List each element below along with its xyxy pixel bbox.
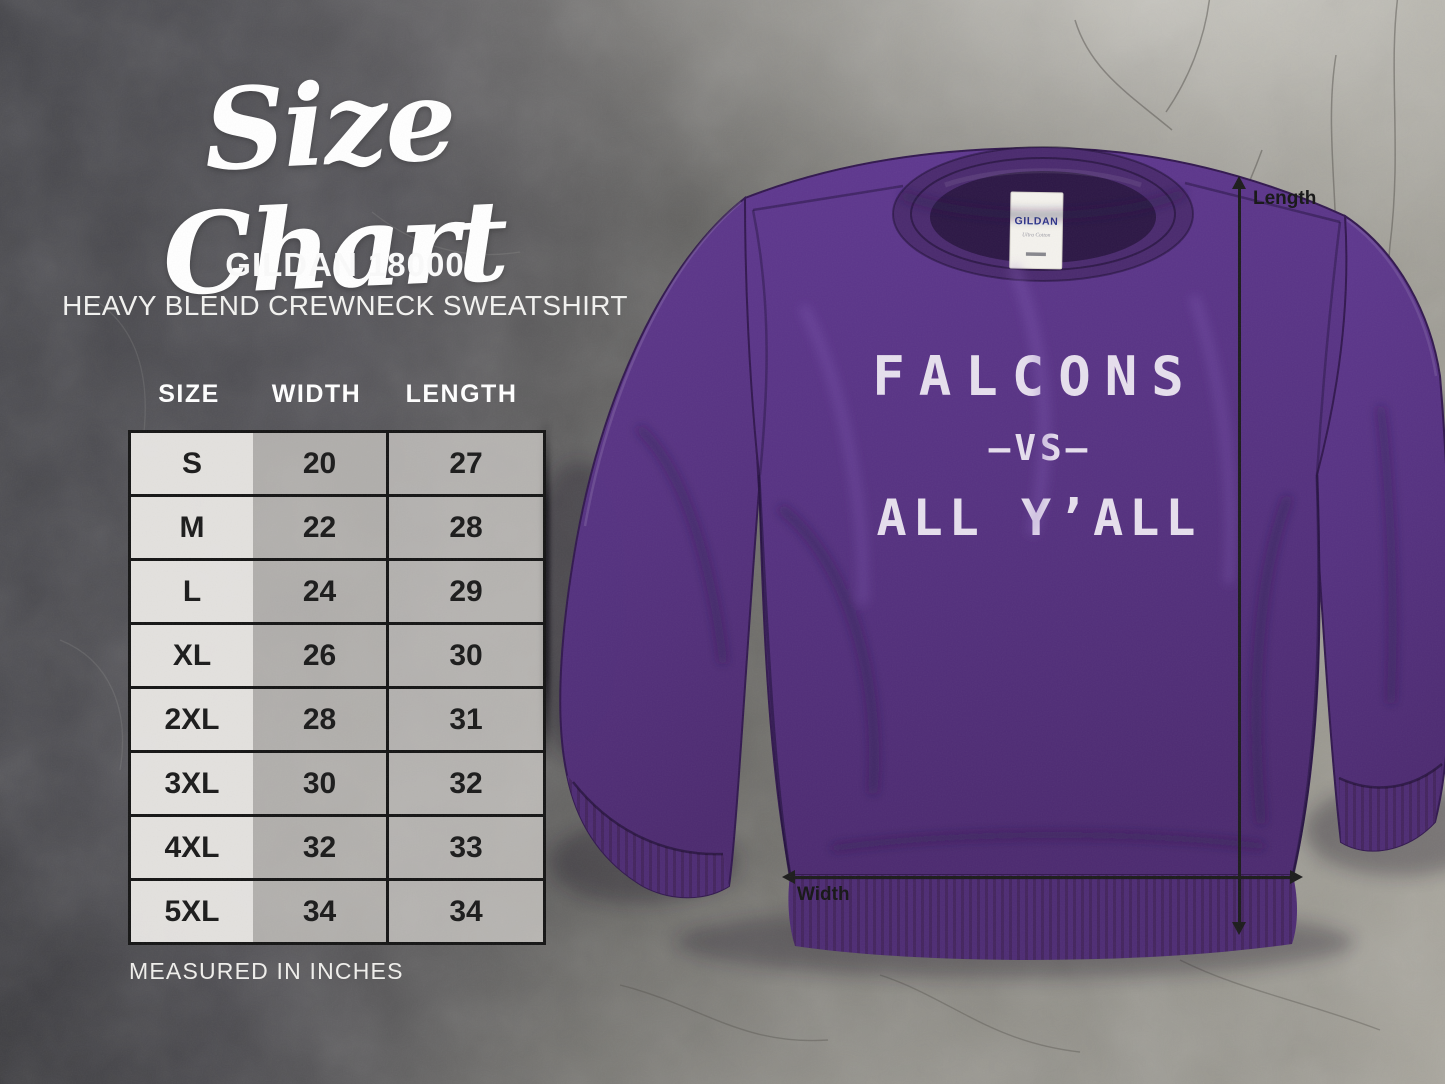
table-cell: 33 bbox=[386, 817, 543, 878]
arrow-up-icon bbox=[1232, 176, 1246, 189]
width-label: Width bbox=[797, 884, 850, 905]
column-header-length: LENGTH bbox=[405, 380, 518, 408]
table-cell: 32 bbox=[386, 753, 543, 814]
table-cell: XL bbox=[131, 625, 253, 686]
waistband bbox=[788, 875, 1298, 960]
length-dimension-arrow bbox=[1238, 184, 1241, 926]
table-cell: S bbox=[131, 433, 253, 494]
table-cell: 3XL bbox=[131, 753, 253, 814]
table-cell: L bbox=[131, 561, 253, 622]
units-footnote: MEASURED IN INCHES bbox=[129, 958, 404, 984]
sweatshirt-photo: GILDAN Ultra Cotton FALCONS —VS— ALL Y’A… bbox=[545, 146, 1445, 978]
table-cell: 24 bbox=[253, 561, 386, 622]
table-cell: 22 bbox=[253, 497, 386, 558]
table-cell: M bbox=[131, 497, 253, 558]
table-cell: 2XL bbox=[131, 689, 253, 750]
table-cell: 28 bbox=[253, 689, 386, 750]
table-cell: 27 bbox=[386, 433, 543, 494]
table-row: XL 26 30 bbox=[131, 622, 543, 686]
table-cell: 20 bbox=[253, 433, 386, 494]
tag-subbrand: Ultra Cotton bbox=[1022, 232, 1051, 238]
product-name: GILDAN 18000 bbox=[225, 246, 465, 283]
width-dimension-arrow bbox=[790, 876, 1292, 879]
table-cell: 26 bbox=[253, 625, 386, 686]
table-cell: 29 bbox=[386, 561, 543, 622]
arrow-left-icon bbox=[782, 870, 795, 884]
table-cell: 32 bbox=[253, 817, 386, 878]
size-table-header: SIZE WIDTH LENGTH bbox=[128, 380, 540, 409]
table-row: 5XL 34 34 bbox=[131, 878, 543, 942]
arrow-right-icon bbox=[1290, 870, 1303, 884]
product-subtitle: HEAVY BLEND CREWNECK SWEATSHIRT bbox=[62, 290, 628, 321]
table-cell: 4XL bbox=[131, 817, 253, 878]
table-cell: 28 bbox=[386, 497, 543, 558]
table-cell: 31 bbox=[386, 689, 543, 750]
table-row: 2XL 28 31 bbox=[131, 686, 543, 750]
table-row: 4XL 32 33 bbox=[131, 814, 543, 878]
table-row: M 22 28 bbox=[131, 494, 543, 558]
column-header-size: SIZE bbox=[158, 380, 220, 408]
arrow-down-icon bbox=[1232, 922, 1246, 935]
table-row: L 24 29 bbox=[131, 558, 543, 622]
table-row: S 20 27 bbox=[131, 433, 543, 494]
table-cell: 34 bbox=[386, 881, 543, 942]
length-label: Length bbox=[1253, 188, 1317, 209]
table-cell: 30 bbox=[386, 625, 543, 686]
table-cell: 5XL bbox=[131, 881, 253, 942]
size-table-rows: S 20 27 M 22 28 L 24 29 XL 26 30 2XL 28 31 3XL 30 32 4XL 32… bbox=[128, 430, 546, 945]
table-row: 3XL 30 32 bbox=[131, 750, 543, 814]
table-cell: 34 bbox=[253, 881, 386, 942]
neck-tag: GILDAN Ultra Cotton bbox=[1009, 191, 1064, 270]
table-cell: 30 bbox=[253, 753, 386, 814]
column-header-width: WIDTH bbox=[271, 380, 362, 408]
